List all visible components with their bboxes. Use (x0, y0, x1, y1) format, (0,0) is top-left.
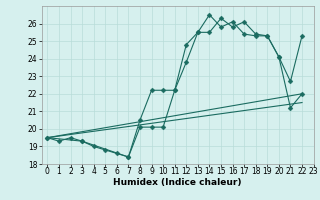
X-axis label: Humidex (Indice chaleur): Humidex (Indice chaleur) (113, 178, 242, 187)
